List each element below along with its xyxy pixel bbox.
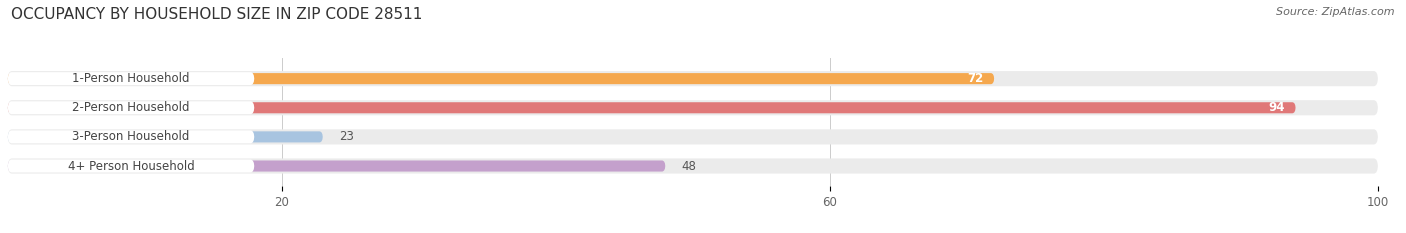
Text: 3-Person Household: 3-Person Household <box>72 130 190 143</box>
Text: 2-Person Household: 2-Person Household <box>72 101 190 114</box>
FancyBboxPatch shape <box>7 161 665 171</box>
Text: 4+ Person Household: 4+ Person Household <box>67 160 194 172</box>
FancyBboxPatch shape <box>7 102 1296 113</box>
FancyBboxPatch shape <box>7 160 254 172</box>
Text: OCCUPANCY BY HOUSEHOLD SIZE IN ZIP CODE 28511: OCCUPANCY BY HOUSEHOLD SIZE IN ZIP CODE … <box>11 7 423 22</box>
FancyBboxPatch shape <box>7 73 994 84</box>
FancyBboxPatch shape <box>7 71 1378 86</box>
FancyBboxPatch shape <box>7 72 254 85</box>
FancyBboxPatch shape <box>7 100 1378 115</box>
Text: Source: ZipAtlas.com: Source: ZipAtlas.com <box>1277 7 1395 17</box>
FancyBboxPatch shape <box>7 129 1378 144</box>
FancyBboxPatch shape <box>7 101 254 114</box>
Text: 23: 23 <box>339 130 354 143</box>
FancyBboxPatch shape <box>7 131 323 142</box>
Text: 94: 94 <box>1268 101 1285 114</box>
Text: 72: 72 <box>967 72 983 85</box>
FancyBboxPatch shape <box>7 158 1378 174</box>
Text: 48: 48 <box>682 160 697 172</box>
FancyBboxPatch shape <box>7 130 254 143</box>
Text: 1-Person Household: 1-Person Household <box>72 72 190 85</box>
